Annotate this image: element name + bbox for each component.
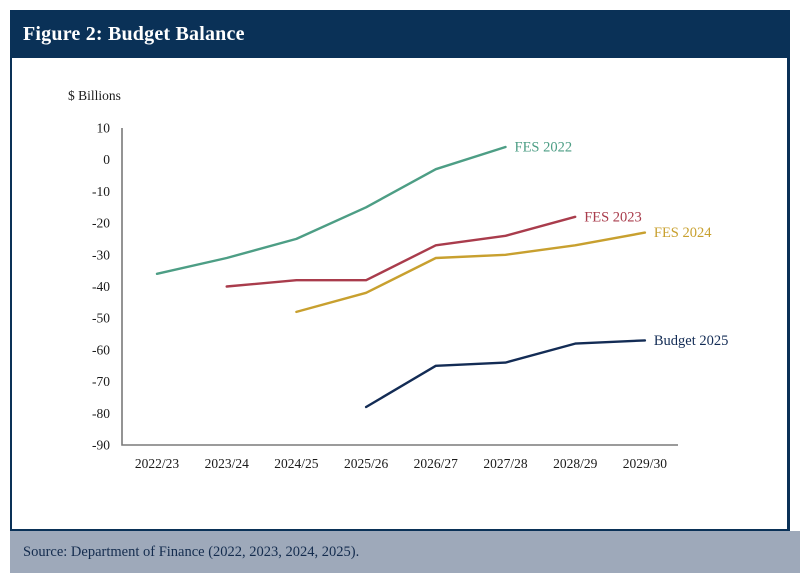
figure-title-bar: Figure 2: Budget Balance <box>10 10 790 58</box>
y-tick-label: -40 <box>92 279 110 294</box>
source-bar: Source: Department of Finance (2022, 202… <box>10 531 800 573</box>
series-line-fes-2024 <box>295 231 647 314</box>
x-tick-label: 2028/29 <box>553 456 598 471</box>
x-tick-label: 2022/23 <box>135 456 180 471</box>
y-tick-label: -10 <box>92 184 110 199</box>
y-tick-label: 10 <box>97 121 111 136</box>
series-label-fes-2023: FES 2023 <box>584 209 642 225</box>
y-tick-label: -90 <box>92 438 110 453</box>
series-line-fes-2023 <box>225 215 577 288</box>
x-tick-label: 2026/27 <box>414 456 459 471</box>
series-label-fes-2022: FES 2022 <box>515 140 573 156</box>
x-tick-label: 2025/26 <box>344 456 389 471</box>
x-tick-label: 2027/28 <box>483 456 528 471</box>
y-tick-label: -80 <box>92 406 110 421</box>
y-tick-label: -20 <box>92 216 110 231</box>
chart-panel: $ Billions 10 0 -10 -20 -30 -40 -50 -60 -70 -80 -90… <box>10 58 790 531</box>
source-text: Source: Department of Finance (2022, 202… <box>23 543 360 560</box>
y-tick-label: -50 <box>92 311 110 326</box>
x-tick-label: 2023/24 <box>205 456 250 471</box>
series-label-budget-2025: Budget 2025 <box>654 333 729 349</box>
budget-balance-chart: $ Billions 10 0 -10 -20 -30 -40 -50 -60 -70 -80 -90… <box>68 88 729 471</box>
series-line-fes-2022 <box>155 145 507 276</box>
series-label-fes-2024: FES 2024 <box>654 225 712 241</box>
figure-title: Figure 2: Budget Balance <box>23 22 245 45</box>
y-tick-label: 0 <box>103 152 110 167</box>
y-tick-label: -70 <box>92 374 110 389</box>
x-tick-label: 2024/25 <box>274 456 319 471</box>
y-tick-label: -30 <box>92 247 110 262</box>
y-tick-label: -60 <box>92 342 110 357</box>
y-axis-unit-label: $ Billions <box>68 88 121 103</box>
axes <box>121 128 678 446</box>
series-line-budget-2025 <box>364 339 647 409</box>
x-tick-label: 2029/30 <box>623 456 668 471</box>
